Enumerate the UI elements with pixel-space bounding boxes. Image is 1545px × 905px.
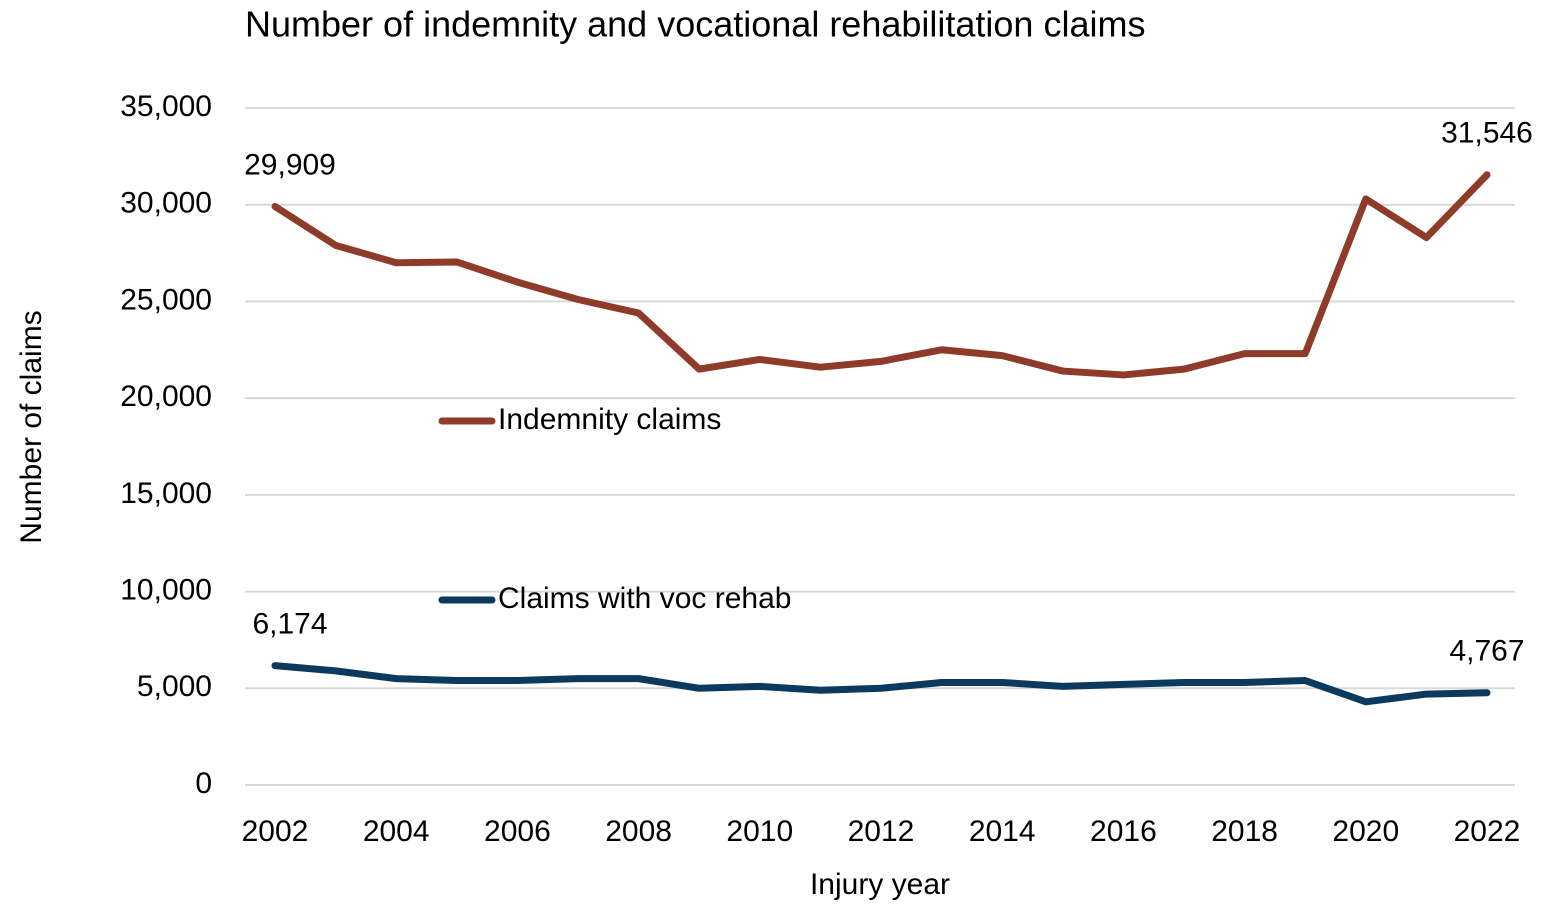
data-label: 6,174 [252,607,327,640]
y-tick-label: 30,000 [120,187,212,220]
y-tick-label: 5,000 [137,670,212,703]
y-tick-label: 15,000 [120,477,212,510]
line-series [271,662,1491,706]
x-tick-label: 2004 [363,815,430,848]
x-tick-label: 2020 [1332,815,1399,848]
legend-label: Indemnity claims [498,403,721,436]
y-tick-label: 35,000 [120,90,212,123]
x-tick-label: 2012 [848,815,915,848]
x-axis-label: Injury year [810,868,950,901]
x-tick-label: 2002 [242,815,309,848]
data-label: 31,546 [1441,117,1533,150]
x-tick-label: 2016 [1090,815,1157,848]
x-tick-label: 2008 [605,815,672,848]
x-tick-label: 2010 [726,815,793,848]
x-tick-label: 2006 [484,815,551,848]
line-series [271,171,1491,379]
y-axis-label: Number of claims [15,310,48,543]
data-label: 4,767 [1449,635,1524,668]
y-tick-label: 10,000 [120,573,212,606]
data-label: 29,909 [244,148,336,181]
y-tick-label: 0 [195,767,212,800]
legend-label: Claims with voc rehab [498,582,791,615]
x-tick-label: 2022 [1454,815,1521,848]
y-tick-label: 25,000 [120,283,212,316]
chart-title: Number of indemnity and vocational rehab… [245,4,1145,45]
x-tick-label: 2018 [1211,815,1278,848]
y-tick-label: 20,000 [120,380,212,413]
x-tick-label: 2014 [969,815,1036,848]
